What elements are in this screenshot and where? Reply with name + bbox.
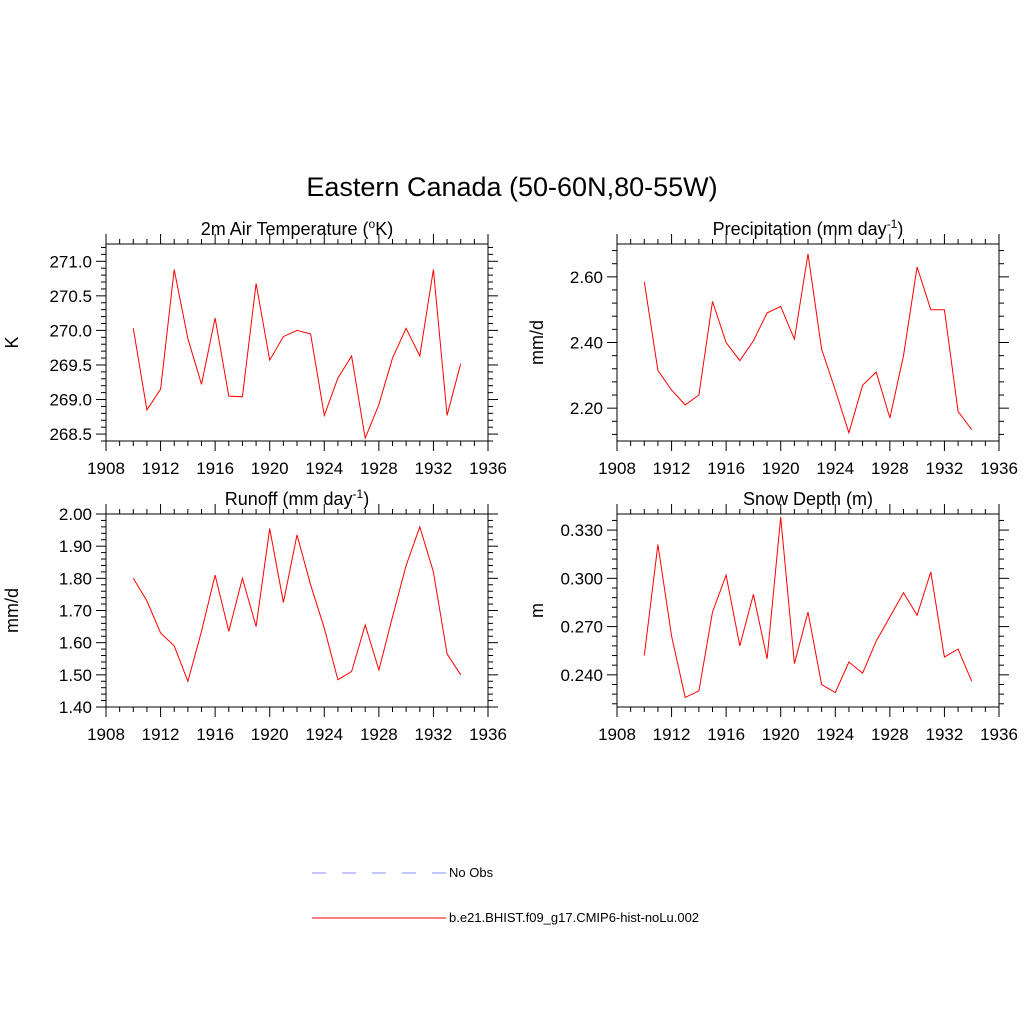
y-tick-label: 2.60 [570, 268, 603, 287]
x-tick-label: 1920 [762, 725, 800, 744]
x-tick-label: 1924 [816, 459, 854, 478]
x-tick-label: 1908 [598, 725, 636, 744]
x-tick-label: 1920 [251, 459, 289, 478]
x-tick-label: 1928 [360, 459, 398, 478]
x-tick-label: 1936 [980, 459, 1018, 478]
plot-frame [105, 243, 489, 442]
x-tick-label: 1916 [707, 725, 745, 744]
chart-panels: 1908 1912 1916 1920 1924 1928 1932 1936 268.5 269… [2, 217, 1018, 744]
panel-title: Snow Depth (m) [743, 489, 873, 509]
x-tick-label: 1908 [87, 725, 125, 744]
x-tick-label: 1932 [415, 725, 453, 744]
series-line-snow-depth [643, 517, 973, 699]
panel-runoff: 1908 1912 1916 1920 1924 1928 1932 1936 1.40 1.50… [2, 487, 507, 744]
x-tick-label: 1924 [816, 725, 854, 744]
y-tick-label: 269.0 [49, 391, 92, 410]
y-tick-label: 270.0 [49, 321, 92, 340]
panel-temperature: 1908 1912 1916 1920 1924 1928 1932 1936 268.5 269… [2, 217, 507, 478]
panel-title: Runoff (mm day-1) [225, 487, 369, 509]
figure-title: Eastern Canada (50-60N,80-55W) [306, 172, 717, 202]
x-tick-label: 1924 [305, 725, 343, 744]
series-line-temperature [132, 269, 462, 441]
y-tick-label: 0.300 [560, 569, 603, 588]
y-axis-label: mm/d [527, 320, 547, 365]
x-tick-label: 1912 [142, 725, 180, 744]
y-tick-label: 1.90 [59, 537, 92, 556]
legend: No Obs b.e21.BHIST.f09_g17.CMIP6-hist-no… [312, 865, 699, 925]
x-tick-label: 1928 [871, 459, 909, 478]
x-tick-label: 1920 [762, 459, 800, 478]
y-tick-label: 1.40 [59, 698, 92, 717]
legend-model-label: b.e21.BHIST.f09_g17.CMIP6-hist-noLu.002 [449, 910, 699, 925]
x-tick-label: 1912 [653, 725, 691, 744]
x-tick-label: 1936 [469, 725, 507, 744]
panel-precipitation: 1908 1912 1916 1920 1924 1928 1932 1936 2.20 2.40… [527, 217, 1018, 478]
x-tick-label: 1928 [871, 725, 909, 744]
y-tick-label: 1.80 [59, 569, 92, 588]
y-tick-label: 2.00 [59, 505, 92, 524]
plot-frame [616, 243, 1000, 442]
y-tick-label: 0.270 [560, 618, 603, 637]
panel-snow-depth: 1908 1912 1916 1920 1924 1928 1932 1936 0.240 0.2… [527, 489, 1018, 744]
x-tick-label: 1908 [87, 459, 125, 478]
plot-frame [105, 513, 489, 708]
series-line-precipitation [643, 253, 973, 435]
y-tick-label: 269.5 [49, 356, 92, 375]
x-tick-label: 1916 [196, 725, 234, 744]
x-tick-label: 1932 [415, 459, 453, 478]
y-tick-label: 1.60 [59, 634, 92, 653]
y-tick-label: 1.50 [59, 666, 92, 685]
y-axis-label: mm/d [2, 588, 22, 633]
y-tick-label: 268.5 [49, 425, 92, 444]
y-tick-label: 0.330 [560, 521, 603, 540]
y-tick-label: 1.70 [59, 602, 92, 621]
legend-obs-label: No Obs [449, 865, 494, 880]
y-axis-label: K [2, 336, 22, 348]
x-tick-label: 1916 [707, 459, 745, 478]
y-tick-label: 270.5 [49, 287, 92, 306]
x-tick-label: 1912 [653, 459, 691, 478]
x-tick-label: 1924 [305, 459, 343, 478]
y-tick-label: 2.40 [570, 334, 603, 353]
y-axis-label: m [527, 603, 547, 618]
x-tick-label: 1932 [926, 725, 964, 744]
x-tick-label: 1932 [926, 459, 964, 478]
x-tick-label: 1920 [251, 725, 289, 744]
x-tick-label: 1936 [469, 459, 507, 478]
panel-title: 2m Air Temperature (oK) [201, 217, 393, 239]
x-tick-label: 1936 [980, 725, 1018, 744]
y-tick-label: 2.20 [570, 399, 603, 418]
plot-frame [616, 513, 1000, 708]
x-tick-label: 1908 [598, 459, 636, 478]
x-tick-label: 1912 [142, 459, 180, 478]
y-tick-label: 0.240 [560, 666, 603, 685]
panel-title: Precipitation (mm day-1) [713, 217, 904, 239]
x-tick-label: 1916 [196, 459, 234, 478]
series-line-runoff [132, 525, 462, 683]
x-tick-label: 1928 [360, 725, 398, 744]
y-tick-label: 271.0 [49, 252, 92, 271]
